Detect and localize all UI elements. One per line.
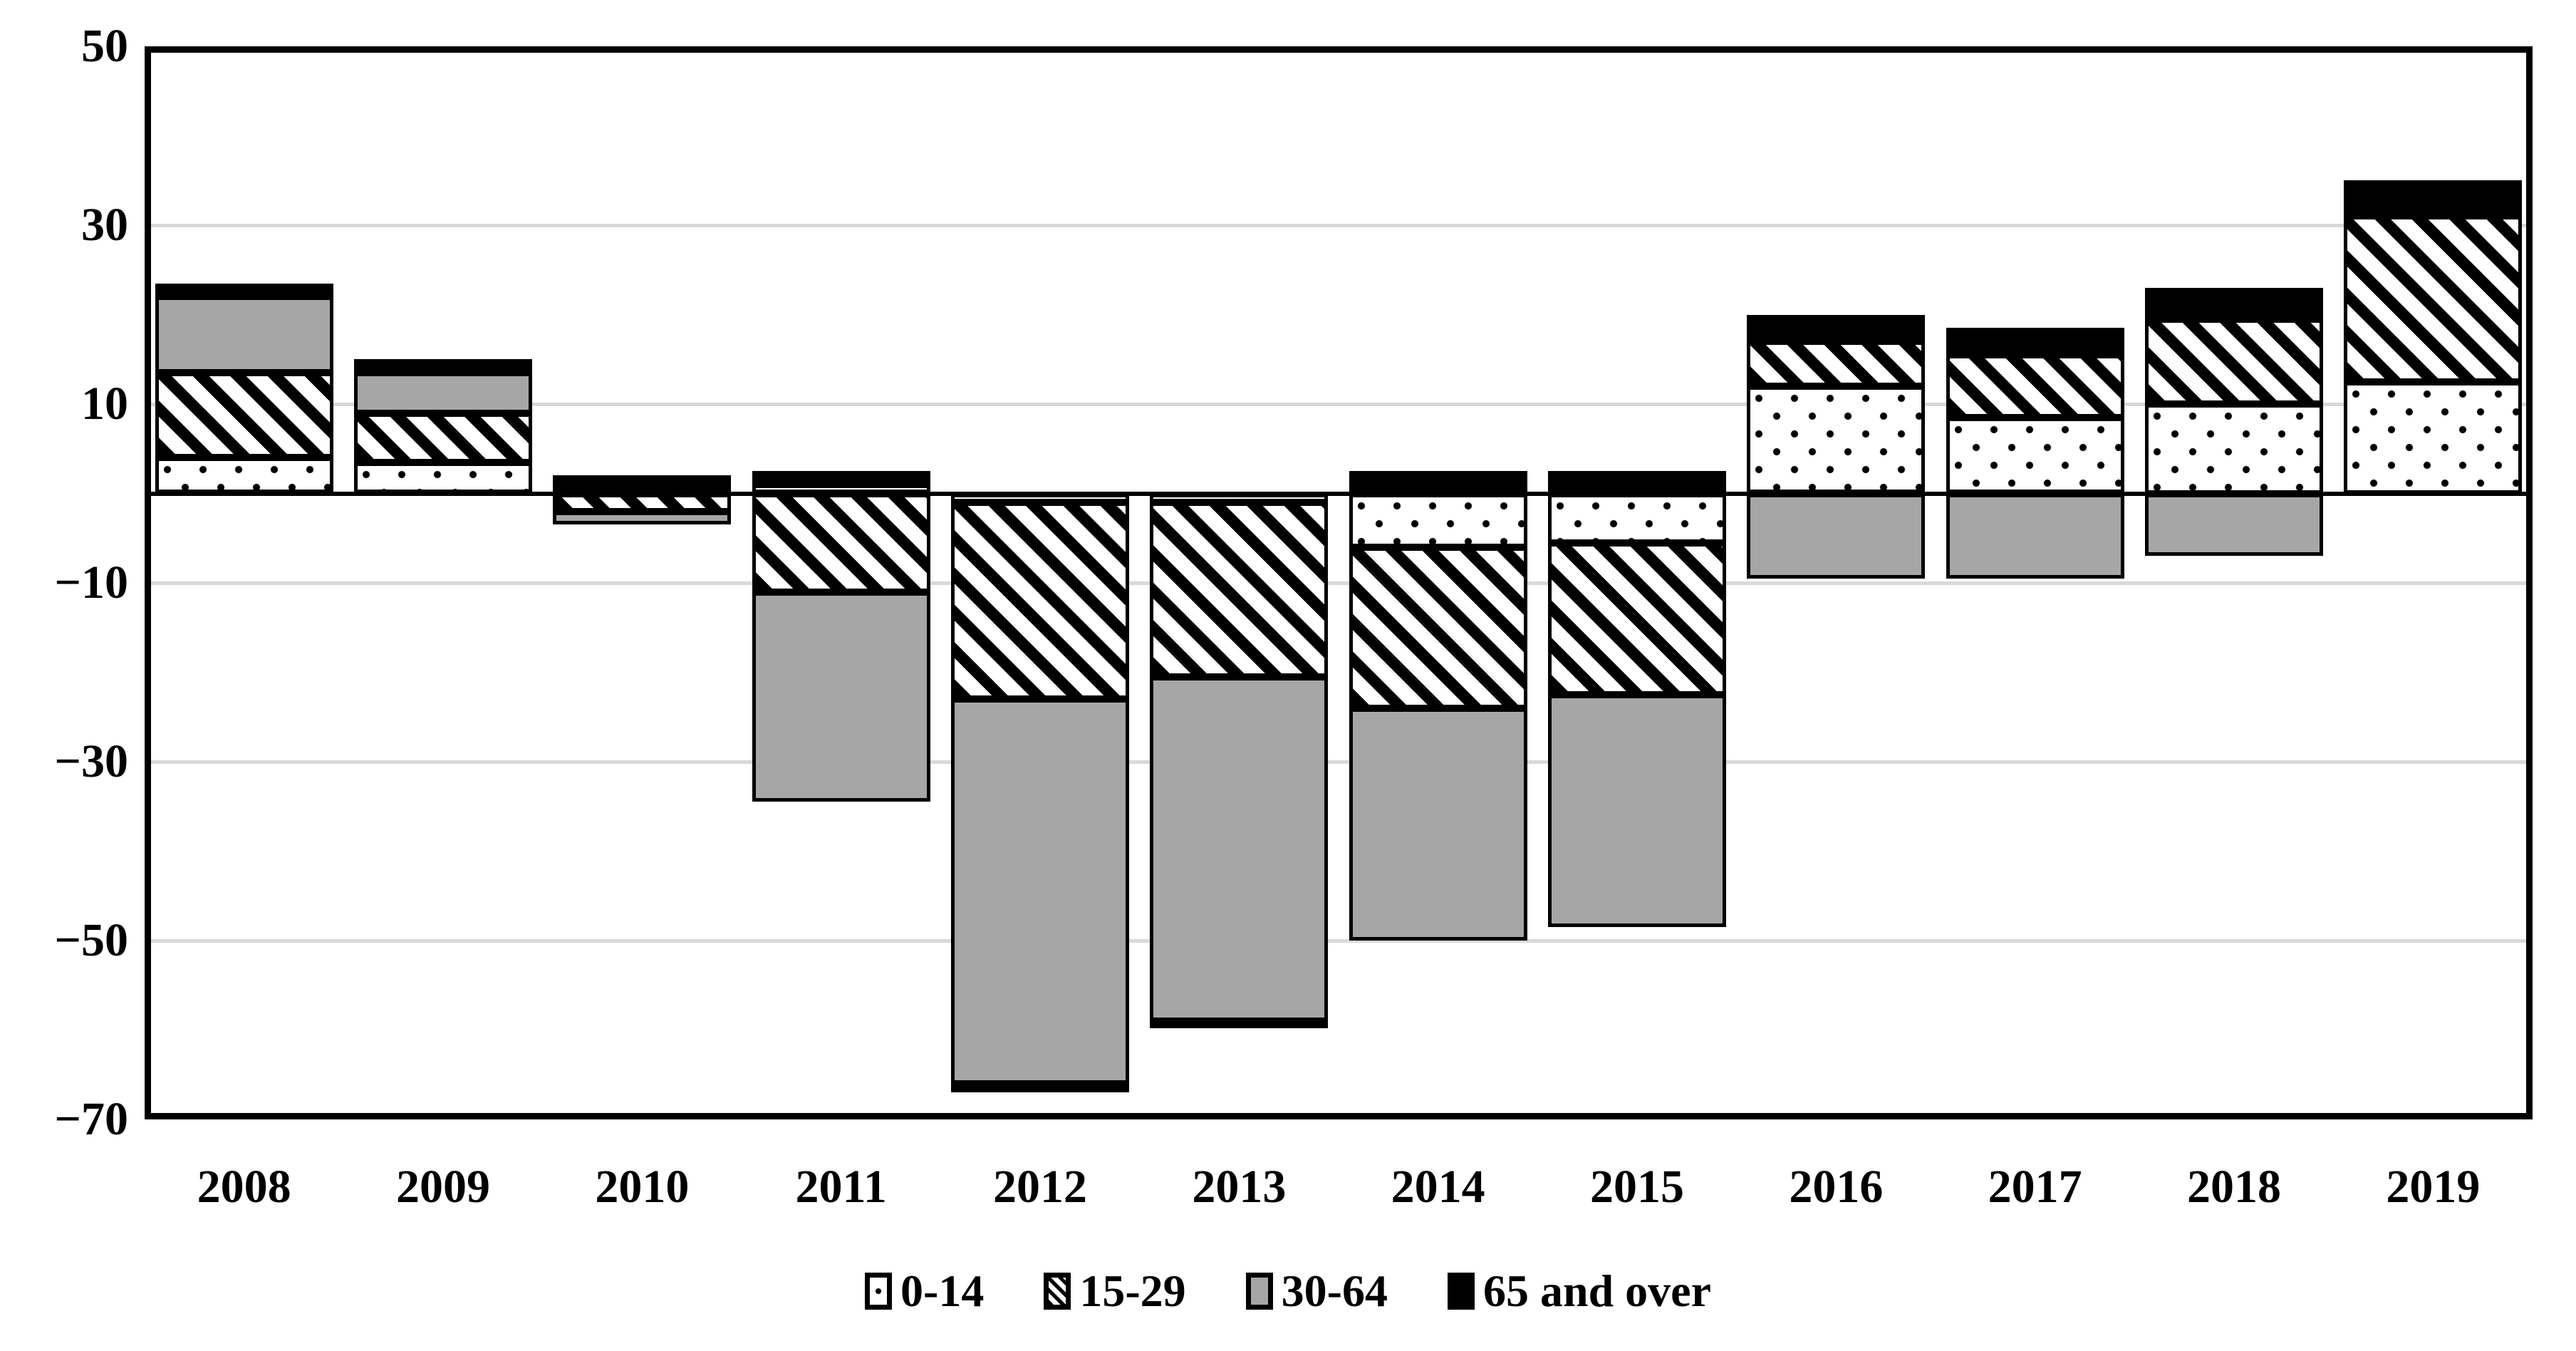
bar-segment-2013-65 and over bbox=[1150, 1020, 1329, 1028]
x-axis-label-2010: 2010 bbox=[595, 1161, 690, 1213]
bar-segment-2009-15-29 bbox=[354, 413, 532, 462]
x-axis-label-2011: 2011 bbox=[795, 1161, 887, 1213]
gridline-y--10 bbox=[145, 581, 2533, 585]
gridline-y--50 bbox=[145, 938, 2533, 943]
bar-segment-2016-30-64 bbox=[1747, 493, 1926, 579]
legend-item-0-14: 0-14 bbox=[865, 1263, 984, 1320]
legend-label: 15-29 bbox=[1079, 1265, 1186, 1316]
bar-segment-2017-30-64 bbox=[1946, 493, 2124, 579]
bar-segment-2019-65 and over bbox=[2344, 180, 2523, 217]
gridline-y-10 bbox=[145, 402, 2533, 406]
bar-segment-2008-65 and over bbox=[155, 283, 333, 297]
bar-segment-2014-15-29 bbox=[1349, 547, 1527, 708]
bar-segment-2019-15-29 bbox=[2344, 216, 2523, 382]
y-axis-tick-label: 10 bbox=[81, 378, 128, 430]
x-axis-label-2013: 2013 bbox=[1192, 1161, 1287, 1213]
bar-segment-2011-0-14 bbox=[752, 484, 930, 494]
bar-segment-2018-0-14 bbox=[2145, 404, 2323, 494]
bar-segment-2015-65 and over bbox=[1548, 471, 1726, 494]
gridline-y-30 bbox=[145, 223, 2533, 227]
x-axis-label-2016: 2016 bbox=[1789, 1161, 1884, 1213]
legend-item-65 and over: 65 and over bbox=[1447, 1263, 1711, 1320]
bar-segment-2008-0-14 bbox=[155, 457, 333, 494]
bar-segment-2010-15-29 bbox=[553, 493, 732, 512]
legend-item-15-29: 15-29 bbox=[1044, 1263, 1186, 1320]
bar-segment-2008-15-29 bbox=[155, 373, 333, 458]
x-axis-label-2019: 2019 bbox=[2386, 1161, 2481, 1213]
bar-segment-2012-65 and over bbox=[951, 1083, 1129, 1093]
legend-label: 0-14 bbox=[900, 1265, 985, 1316]
y-axis-tick-label: 30 bbox=[81, 199, 128, 251]
bar-segment-2016-15-29 bbox=[1747, 341, 1926, 386]
bar-segment-2018-65 and over bbox=[2145, 287, 2323, 319]
bar-segment-2017-15-29 bbox=[1946, 354, 2124, 418]
y-axis-tick-label: −70 bbox=[54, 1093, 128, 1145]
x-axis-label-2018: 2018 bbox=[2186, 1161, 2281, 1213]
y-axis-tick-label: 50 bbox=[81, 20, 128, 72]
plot-area bbox=[145, 46, 2533, 1119]
bar-segment-2010-30-64 bbox=[553, 511, 732, 525]
bar-segment-2011-30-64 bbox=[752, 591, 930, 802]
legend-swatch-0-14-icon bbox=[865, 1273, 893, 1310]
x-axis-label-2012: 2012 bbox=[992, 1161, 1087, 1213]
bar-segment-2016-0-14 bbox=[1747, 385, 1926, 494]
zero-axis-line bbox=[145, 491, 2533, 496]
legend-label: 65 and over bbox=[1482, 1265, 1711, 1316]
legend: 0-14 15-29 30-64 65 and over bbox=[0, 1263, 2576, 1320]
bar-segment-2014-65 and over bbox=[1349, 471, 1527, 494]
bar-segment-2008-30-64 bbox=[155, 296, 333, 373]
bar-segment-2017-0-14 bbox=[1946, 417, 2124, 494]
bar-segment-2017-65 and over bbox=[1946, 328, 2124, 355]
x-axis-label-2015: 2015 bbox=[1589, 1161, 1684, 1213]
bar-segment-2018-30-64 bbox=[2145, 493, 2323, 557]
x-axis-label-2008: 2008 bbox=[197, 1161, 291, 1213]
x-axis-label-2009: 2009 bbox=[395, 1161, 490, 1213]
bar-segment-2011-65 and over bbox=[752, 471, 930, 485]
bar-segment-2014-30-64 bbox=[1349, 708, 1527, 941]
bar-segment-2019-0-14 bbox=[2344, 381, 2523, 494]
x-axis-label-2014: 2014 bbox=[1391, 1161, 1485, 1213]
bar-segment-2015-0-14 bbox=[1548, 493, 1726, 543]
legend-swatch-30-64-icon bbox=[1245, 1273, 1273, 1310]
bar-segment-2009-0-14 bbox=[354, 462, 532, 494]
bar-segment-2010-65 and over bbox=[553, 475, 732, 494]
x-axis-label-2017: 2017 bbox=[1988, 1161, 2082, 1213]
y-axis-tick-label: −30 bbox=[54, 735, 128, 787]
legend-label: 30-64 bbox=[1281, 1265, 1388, 1316]
bar-segment-2009-65 and over bbox=[354, 359, 532, 373]
bar-segment-2018-15-29 bbox=[2145, 319, 2323, 404]
legend-item-30-64: 30-64 bbox=[1245, 1263, 1388, 1320]
bar-segment-2014-0-14 bbox=[1349, 493, 1527, 547]
bar-segment-2016-65 and over bbox=[1747, 314, 1926, 342]
bar-segment-2013-0-14 bbox=[1150, 493, 1329, 503]
bar-segment-2012-0-14 bbox=[951, 493, 1129, 503]
bar-segment-2015-15-29 bbox=[1548, 542, 1726, 695]
bar-segment-2011-15-29 bbox=[752, 493, 930, 592]
legend-swatch-15-29-icon bbox=[1044, 1273, 1071, 1310]
bar-segment-2009-30-64 bbox=[354, 373, 532, 413]
bar-segment-2013-30-64 bbox=[1150, 676, 1329, 1021]
y-axis-tick-label: −50 bbox=[54, 914, 128, 966]
y-axis-tick-label: −10 bbox=[54, 557, 128, 609]
bar-segment-2015-30-64 bbox=[1548, 694, 1726, 928]
legend-swatch-65 and over-icon bbox=[1447, 1273, 1475, 1310]
gridline-y--30 bbox=[145, 760, 2533, 764]
bar-segment-2012-30-64 bbox=[951, 699, 1129, 1084]
bar-segment-2012-15-29 bbox=[951, 502, 1129, 700]
bar-segment-2013-15-29 bbox=[1150, 502, 1329, 677]
